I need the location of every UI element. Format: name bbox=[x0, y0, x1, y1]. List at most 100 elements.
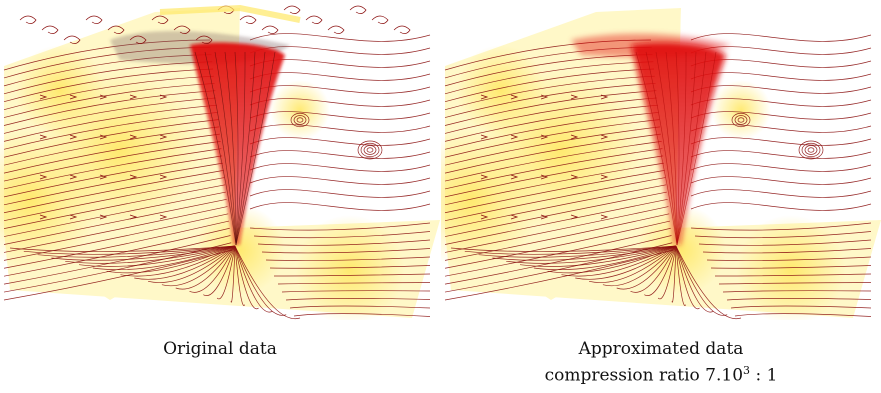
streamline bbox=[561, 245, 677, 277]
noise-streamline bbox=[85, 15, 103, 24]
arrowhead bbox=[159, 174, 168, 180]
streamline bbox=[444, 213, 670, 261]
streamline bbox=[675, 245, 687, 306]
noise-streamline bbox=[63, 35, 81, 44]
streamline bbox=[3, 249, 233, 301]
streamline bbox=[644, 245, 677, 296]
streamline bbox=[694, 231, 872, 239]
arrowhead bbox=[129, 174, 138, 180]
streamline bbox=[702, 248, 872, 254]
streamline bbox=[3, 75, 214, 110]
streamline bbox=[698, 239, 872, 246]
streamline bbox=[444, 235, 672, 285]
streamline bbox=[203, 245, 236, 296]
streamline bbox=[289, 305, 431, 309]
streamline bbox=[3, 235, 231, 285]
swirl-streamline bbox=[363, 145, 377, 155]
arrowhead bbox=[540, 94, 549, 100]
arrowhead bbox=[69, 214, 78, 220]
vortex-streamline bbox=[224, 51, 237, 246]
streamline bbox=[269, 265, 431, 269]
streamline bbox=[506, 245, 677, 264]
streamline bbox=[675, 245, 742, 320]
streamline bbox=[478, 245, 677, 258]
field-glow bbox=[636, 205, 726, 295]
streamline bbox=[706, 256, 872, 261]
streamline bbox=[234, 245, 259, 310]
streamline bbox=[690, 150, 872, 159]
streamline bbox=[444, 68, 655, 103]
arrowhead bbox=[99, 214, 108, 220]
vortex-streamline bbox=[235, 51, 256, 246]
streamline bbox=[690, 176, 872, 185]
vortex-streamline bbox=[675, 51, 680, 246]
vortex-streamline bbox=[635, 51, 678, 246]
streamline bbox=[65, 245, 236, 264]
vortex-streamline bbox=[665, 51, 678, 246]
streamline bbox=[3, 68, 214, 103]
compression-ratio-exponent: 3 bbox=[743, 364, 751, 377]
streamline bbox=[675, 245, 700, 310]
swirl-streamline bbox=[801, 142, 821, 158]
streamline bbox=[464, 245, 677, 255]
streamline bbox=[690, 124, 872, 133]
arrowhead bbox=[99, 134, 108, 140]
noise-streamline bbox=[349, 5, 367, 14]
streamline bbox=[3, 191, 226, 237]
streamline bbox=[230, 245, 236, 303]
streamline bbox=[23, 245, 236, 255]
arrowhead bbox=[600, 214, 609, 220]
streamline bbox=[602, 245, 677, 287]
original-data-caption-text: Original data bbox=[163, 339, 277, 359]
arrowhead bbox=[159, 94, 168, 100]
swirl-streamline bbox=[737, 117, 745, 123]
swirl-streamline bbox=[360, 142, 380, 158]
streamline bbox=[3, 119, 219, 158]
swirl-streamline bbox=[807, 147, 815, 153]
streamline bbox=[234, 245, 246, 306]
vortex-streamline bbox=[676, 51, 697, 246]
streamline bbox=[714, 273, 872, 277]
streamline bbox=[444, 184, 667, 229]
streamline bbox=[547, 245, 677, 274]
arrowhead bbox=[129, 94, 138, 100]
vortex-streamline bbox=[204, 51, 237, 246]
streamline bbox=[3, 184, 226, 229]
streamline bbox=[444, 191, 667, 237]
noise-streamline bbox=[41, 25, 59, 34]
arrowhead bbox=[99, 94, 108, 100]
streamline bbox=[690, 137, 872, 146]
streamline bbox=[444, 90, 657, 126]
streamline bbox=[134, 245, 236, 280]
arrowhead bbox=[129, 134, 138, 140]
streamline bbox=[3, 162, 223, 206]
streamline bbox=[718, 282, 872, 285]
back-wall-face bbox=[676, 8, 871, 228]
streamline bbox=[175, 245, 236, 290]
noise-streamline bbox=[283, 5, 301, 14]
arrowhead bbox=[510, 94, 519, 100]
streamline bbox=[726, 298, 872, 301]
arrowhead bbox=[69, 134, 78, 140]
arrowhead bbox=[570, 94, 579, 100]
streamline bbox=[690, 33, 872, 42]
streamline bbox=[9, 245, 236, 252]
swirl-streamline bbox=[731, 112, 751, 128]
streamline bbox=[444, 155, 664, 198]
streamline bbox=[3, 198, 227, 245]
arrowhead bbox=[540, 134, 549, 140]
streamline bbox=[690, 189, 872, 198]
streamline bbox=[249, 124, 431, 133]
streamline bbox=[234, 245, 301, 320]
arrowhead bbox=[570, 214, 579, 220]
arrowhead bbox=[480, 134, 489, 140]
approximated-data-panel bbox=[441, 0, 881, 320]
swirl-streamline bbox=[804, 145, 818, 155]
streamline bbox=[249, 222, 431, 231]
streamline bbox=[249, 111, 431, 120]
streamline bbox=[285, 298, 431, 301]
arrowhead bbox=[39, 94, 48, 100]
arrowhead bbox=[540, 214, 549, 220]
streamline bbox=[3, 220, 230, 269]
streamline bbox=[3, 97, 217, 134]
